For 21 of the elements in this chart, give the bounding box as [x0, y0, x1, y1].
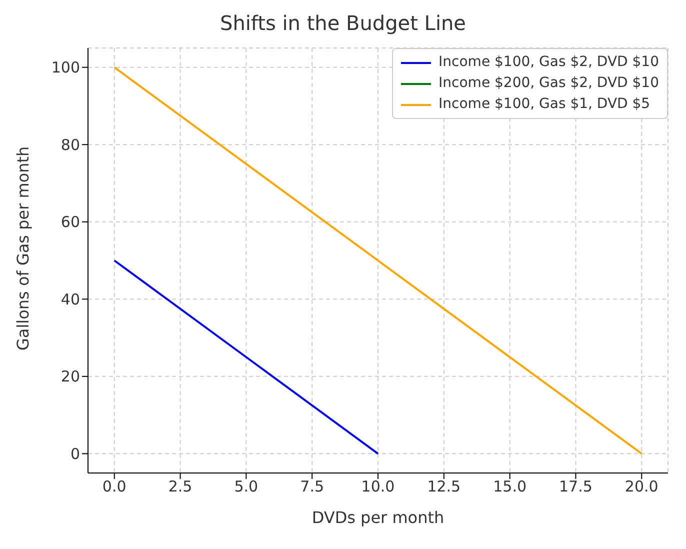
x-tick-label: 15.0 [493, 478, 527, 496]
x-tick-label: 10.0 [361, 478, 395, 496]
y-tick-label: 0 [70, 445, 80, 464]
x-tick-label: 5.0 [234, 478, 258, 496]
x-tick-label: 7.5 [300, 478, 324, 496]
legend-label: Income $100, Gas $2, DVD $10 [438, 53, 659, 72]
y-tick-label: 20 [60, 368, 80, 386]
x-axis-title: DVDs per month [312, 508, 444, 527]
legend-label: Income $200, Gas $2, DVD $10 [438, 74, 659, 93]
x-tick-label: 2.5 [168, 478, 192, 496]
chart-title: Shifts in the Budget Line [219, 10, 467, 37]
legend-label: Income $100, Gas $1, DVD $5 [438, 95, 650, 114]
x-tick-label: 17.5 [559, 478, 592, 496]
y-tick-label: 100 [51, 58, 80, 77]
x-tick-label: 12.5 [427, 478, 461, 496]
y-tick-label: 80 [60, 136, 80, 154]
y-tick-label: 60 [60, 213, 80, 232]
x-tick-label: 0.0 [102, 478, 126, 496]
y-tick-label: 40 [60, 290, 80, 308]
x-tick-label: 20.0 [624, 478, 658, 496]
y-axis-title: Gallons of Gas per month [14, 146, 33, 350]
